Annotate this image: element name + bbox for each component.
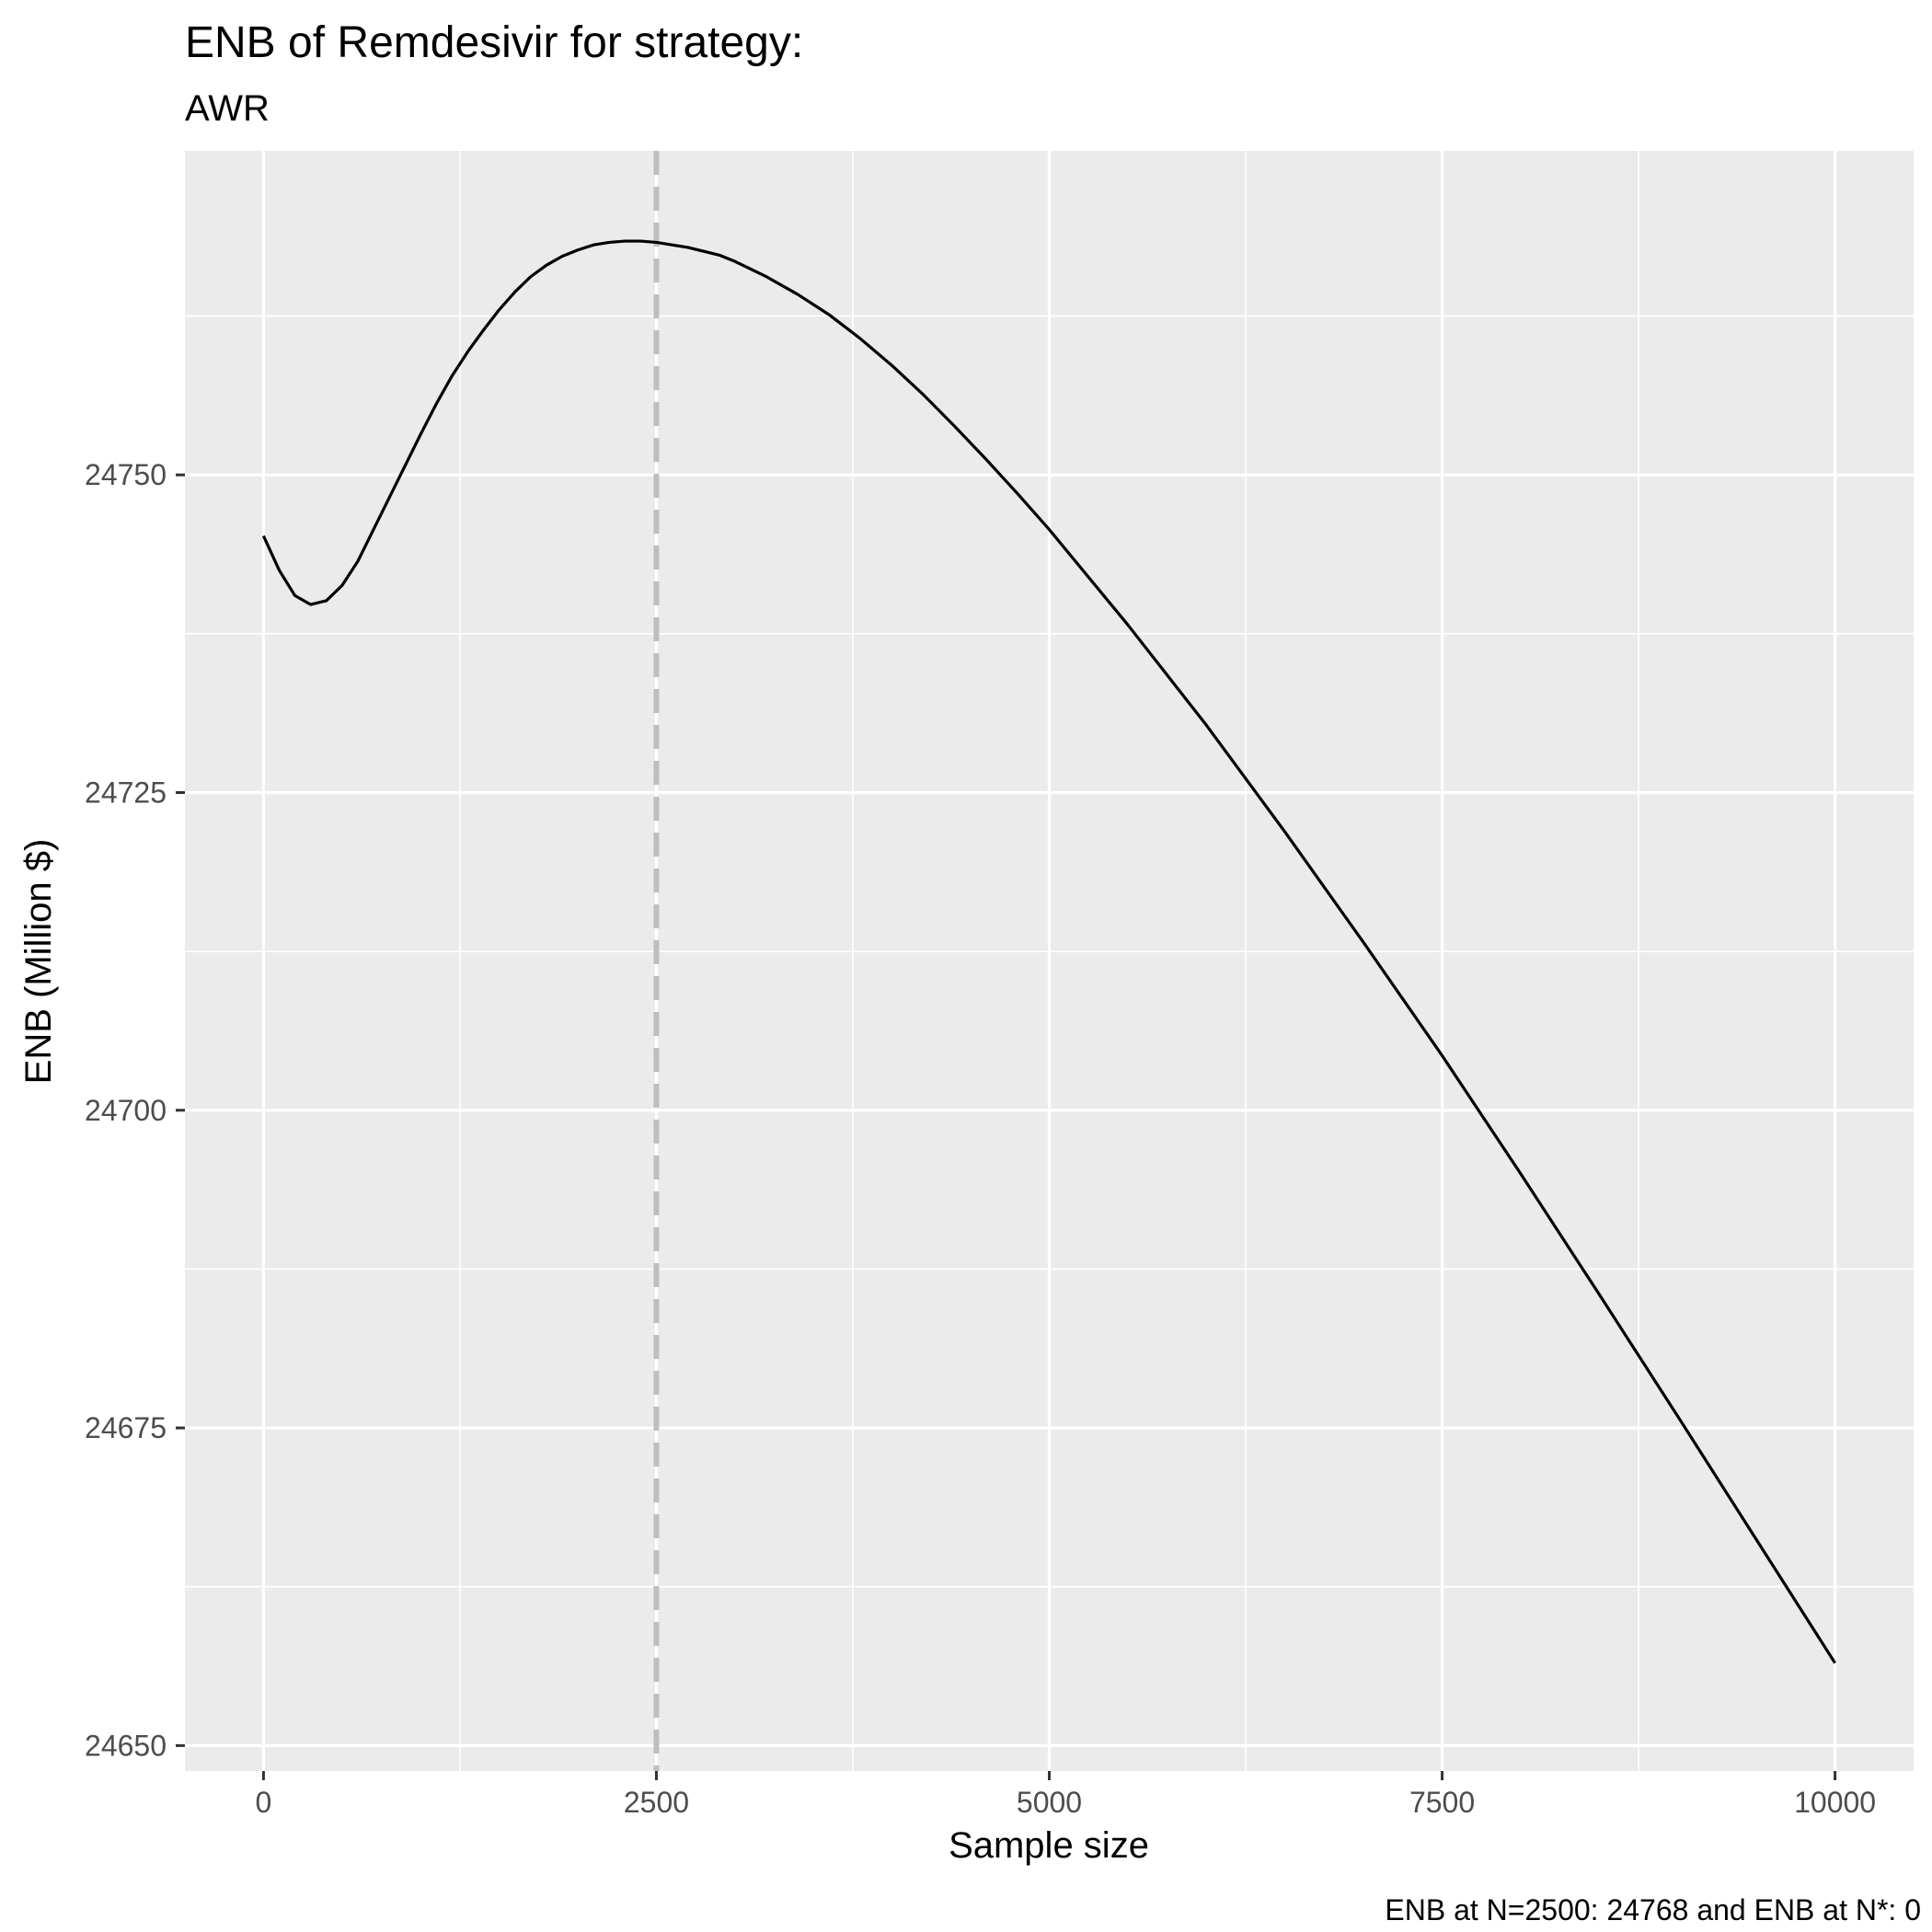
x-axis-title: Sample size bbox=[949, 1825, 1149, 1866]
x-tick-label-10000: 10000 bbox=[1794, 1786, 1876, 1819]
y-axis-title: ENB (Million $) bbox=[18, 839, 59, 1085]
chart-caption: ENB at N=2500: 24768 and ENB at N*: 0 bbox=[1385, 1893, 1921, 1926]
chart-subtitle: AWR bbox=[185, 88, 270, 129]
x-tick-label-0: 0 bbox=[256, 1786, 272, 1819]
x-tick-label-7500: 7500 bbox=[1409, 1786, 1475, 1819]
y-tick-label-24675: 24675 bbox=[85, 1411, 167, 1444]
y-axis-ticks: 24650 24675 24700 24725 24750 bbox=[85, 458, 185, 1762]
enb-series-line bbox=[261, 239, 1836, 1664]
x-axis-ticks: 0 2500 5000 7500 10000 bbox=[256, 1771, 1876, 1819]
y-tick-label-24650: 24650 bbox=[85, 1729, 167, 1762]
y-tick-label-24725: 24725 bbox=[85, 776, 167, 809]
y-tick-label-24700: 24700 bbox=[85, 1094, 167, 1127]
y-tick-label-24750: 24750 bbox=[85, 458, 167, 491]
x-tick-label-2500: 2500 bbox=[624, 1786, 689, 1819]
x-tick-label-5000: 5000 bbox=[1017, 1786, 1082, 1819]
chart-title: ENB of Remdesivir for strategy: bbox=[185, 18, 803, 67]
